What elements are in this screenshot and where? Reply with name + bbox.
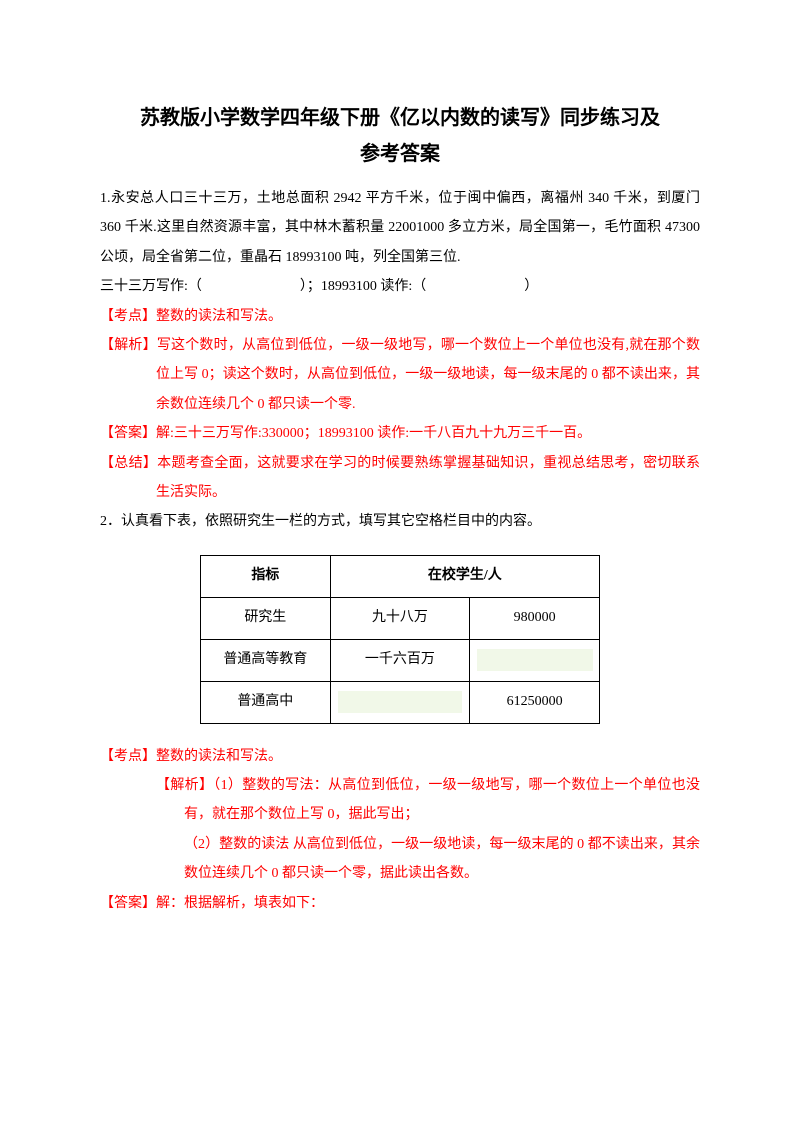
cell-reading: 九十八万: [330, 597, 470, 639]
students-table: 指标 在校学生/人 研究生 九十八万 980000 普通高等教育 一千六百万 普…: [200, 555, 600, 724]
q2-daan: 【答案】解：根据解析，填表如下：: [100, 889, 700, 918]
daan-label: 【答案】: [100, 896, 156, 911]
kaodian-label: 【考点】: [100, 309, 156, 324]
cell-blank[interactable]: [330, 681, 470, 723]
q2-jiexi-2-text: （2）整数的读法 从高位到低位，一级一级地读，每一级末尾的 0 都不读出来，其余…: [184, 837, 700, 881]
q1-jiexi: 【解析】写这个数时，从高位到低位，一级一级地写，哪一个数位上一个单位也没有,就在…: [100, 331, 700, 419]
table-row: 普通高中 61250000: [201, 681, 600, 723]
q2-jiexi-1: 【解析】（1）整数的写法：从高位到低位，一级一级地写，哪一个数位上一个单位也没有…: [100, 771, 700, 830]
cell-label: 普通高中: [201, 681, 331, 723]
page-title-line2: 参考答案: [100, 136, 700, 172]
q1-jiexi-text: 写这个数时，从高位到低位，一级一级地写，哪一个数位上一个单位也没有,就在那个数位…: [156, 338, 700, 412]
q1-blanks: 三十三万写作:（ ）；18993100 读作:（ ）: [100, 272, 700, 301]
fill-box[interactable]: [477, 649, 593, 671]
table-header-row: 指标 在校学生/人: [201, 555, 600, 597]
th-indicator: 指标: [201, 555, 331, 597]
kaodian-label: 【考点】: [100, 749, 156, 764]
cell-number: 980000: [470, 597, 600, 639]
fill-box[interactable]: [338, 691, 463, 713]
q2-jiexi-1-text: （1）整数的写法：从高位到低位，一级一级地写，哪一个数位上一个单位也没有，就在那…: [184, 778, 700, 822]
page-title-line1: 苏教版小学数学四年级下册《亿以内数的读写》同步练习及: [100, 100, 700, 136]
q1-daan: 【答案】解:三十三万写作:330000；18993100 读作:一千八百九十九万…: [100, 419, 700, 448]
th-students: 在校学生/人: [330, 555, 599, 597]
jiexi-label: 【解析】: [100, 338, 157, 353]
cell-label: 普通高等教育: [201, 639, 331, 681]
q1-kaodian-text: 整数的读法和写法。: [156, 309, 282, 324]
q1-zongjie: 【总结】本题考查全面，这就要求在学习的时候要熟练掌握基础知识，重视总结思考，密切…: [100, 449, 700, 508]
q2-jiexi-2: （2）整数的读法 从高位到低位，一级一级地读，每一级末尾的 0 都不读出来，其余…: [100, 830, 700, 889]
q2-kaodian-text: 整数的读法和写法。: [156, 749, 282, 764]
cell-number: 61250000: [470, 681, 600, 723]
daan-label: 【答案】: [100, 426, 156, 441]
q1-body: 1.永安总人口三十三万，土地总面积 2942 平方千米，位于闽中偏西，离福州 3…: [100, 184, 700, 272]
q1-daan-text: 解:三十三万写作:330000；18993100 读作:一千八百九十九万三千一百…: [156, 426, 591, 441]
q1-zongjie-text: 本题考查全面，这就要求在学习的时候要熟练掌握基础知识，重视总结思考，密切联系生活…: [156, 456, 700, 500]
q2-daan-text: 解：根据解析，填表如下：: [156, 896, 324, 911]
q2-kaodian: 【考点】整数的读法和写法。: [100, 742, 700, 771]
zongjie-label: 【总结】: [100, 456, 157, 471]
table-row: 普通高等教育 一千六百万: [201, 639, 600, 681]
cell-label: 研究生: [201, 597, 331, 639]
jiexi-label: 【解析】: [156, 778, 213, 793]
cell-reading: 一千六百万: [330, 639, 470, 681]
q2-body: 2．认真看下表，依照研究生一栏的方式，填写其它空格栏目中的内容。: [100, 507, 700, 536]
q1-kaodian: 【考点】整数的读法和写法。: [100, 302, 700, 331]
cell-blank[interactable]: [470, 639, 600, 681]
table-row: 研究生 九十八万 980000: [201, 597, 600, 639]
